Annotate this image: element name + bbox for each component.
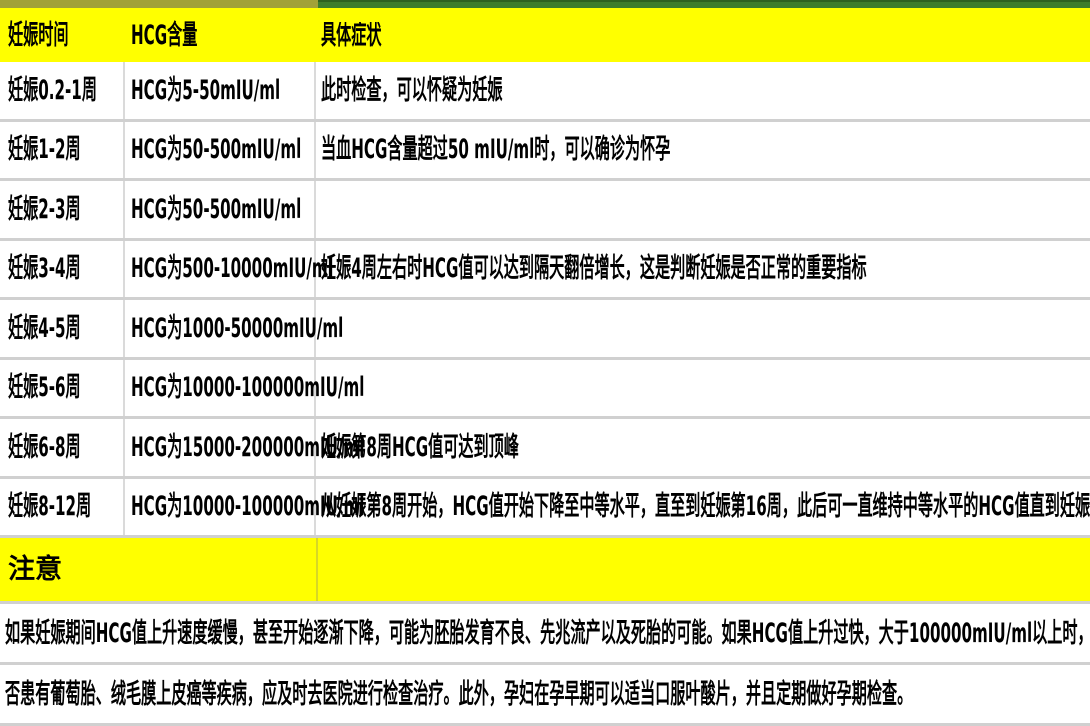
table-row: 妊娠2-3周 HCG为50-500mIU/ml: [0, 181, 1090, 241]
cell-symptom: 妊娠4周左右时HCG值可以达到隔天翻倍增长，这是判断妊娠是否正常的重要指标: [316, 241, 1090, 298]
header-cell-symptom: 具体症状: [316, 22, 1090, 49]
note-line-1: 如果妊娠期间HCG值上升速度缓慢，甚至开始逐渐下降，可能为胚胎发育不良、先兆流产…: [0, 604, 1090, 665]
time-text: 妊娠4-5周: [8, 312, 81, 344]
header-symptom-label: 具体症状: [321, 21, 382, 49]
notice-grid-line: [316, 538, 318, 601]
time-text: 妊娠1-2周: [8, 134, 81, 166]
hcg-text: HCG为5-50mIU/ml: [131, 74, 281, 106]
note-text-2: 否患有葡萄胎、绒毛膜上皮癌等疾病，应及时去医院进行检查治疗。此外，孕妇在孕早期可…: [5, 678, 913, 710]
cell-time: 妊娠8-12周: [0, 478, 125, 535]
table-row: 妊娠3-4周 HCG为500-10000mIU/ml 妊娠4周左右时HCG值可以…: [0, 240, 1090, 300]
note-text-1: 如果妊娠期间HCG值上升速度缓慢，甚至开始逐渐下降，可能为胚胎发育不良、先兆流产…: [5, 617, 1090, 649]
time-text: 妊娠8-12周: [8, 491, 92, 523]
table-row: 妊娠8-12周 HCG为10000-100000mIU/ml 从妊娠第8周开始，…: [0, 478, 1090, 538]
cell-time: 妊娠1-2周: [0, 121, 125, 178]
cell-hcg: HCG为15000-200000mIU/ml: [125, 419, 364, 476]
time-text: 妊娠0.2-1周: [8, 74, 97, 106]
table-row: 妊娠0.2-1周 HCG为5-50mIU/ml 此时检查，可以怀疑为妊娠: [0, 62, 1090, 122]
top-strip-left-segment: [0, 0, 318, 8]
table-header-row: 妊娠时间 HCG含量 具体症状: [0, 8, 1090, 62]
hcg-text: HCG为10000-100000mIU/ml: [131, 491, 365, 523]
cell-symptom: 从妊娠第8周开始，HCG值开始下降至中等水平，直至到妊娠第16周，此后可一直维持…: [316, 479, 1090, 536]
symptom-text: 当血HCG含量超过50 mIU/ml时，可以确诊为怀孕: [321, 134, 671, 166]
header-time-label: 妊娠时间: [8, 19, 69, 51]
notice-row: 注意: [0, 538, 1090, 604]
header-hcg-label: HCG含量: [131, 19, 198, 51]
notice-label: 注意: [8, 554, 62, 585]
cell-time: 妊娠5-6周: [0, 359, 125, 416]
hcg-text: HCG为10000-100000mIU/ml: [131, 372, 365, 404]
cell-hcg: HCG为5-50mIU/ml: [125, 62, 316, 119]
cell-time: 妊娠0.2-1周: [0, 62, 125, 119]
time-text: 妊娠2-3周: [8, 193, 81, 225]
cell-time: 妊娠4-5周: [0, 300, 125, 357]
hcg-text: HCG为50-500mIU/ml: [131, 134, 302, 166]
top-strip: [0, 0, 1090, 8]
cell-hcg: HCG为10000-100000mIU/ml: [125, 478, 364, 535]
cell-hcg: HCG为50-500mIU/ml: [125, 121, 316, 178]
table-row: 妊娠6-8周 HCG为15000-200000mIU/ml 妊娠第8周HCG值可…: [0, 419, 1090, 479]
cell-symptom: 当血HCG含量超过50 mIU/ml时，可以确诊为怀孕: [316, 122, 1090, 179]
note-line-2: 否患有葡萄胎、绒毛膜上皮癌等疾病，应及时去医院进行检查治疗。此外，孕妇在孕早期可…: [0, 665, 1090, 726]
symptom-text: 从妊娠第8周开始，HCG值开始下降至中等水平，直至到妊娠第16周，此后可一直维持…: [321, 491, 1090, 523]
hcg-text: HCG为50-500mIU/ml: [131, 193, 302, 225]
cell-symptom: [316, 181, 1090, 238]
hcg-text: HCG为1000-50000mIU/ml: [131, 312, 344, 344]
table-row: 妊娠4-5周 HCG为1000-50000mIU/ml: [0, 300, 1090, 360]
cell-symptom: 妊娠第8周HCG值可达到顶峰: [316, 419, 1090, 476]
time-text: 妊娠5-6周: [8, 372, 81, 404]
cell-symptom: [316, 300, 1090, 357]
cell-symptom: [316, 360, 1090, 417]
hcg-text: HCG为15000-200000mIU/ml: [131, 431, 365, 463]
top-strip-right-segment: [318, 0, 1090, 8]
symptom-text: 妊娠第8周HCG值可达到顶峰: [321, 431, 519, 463]
symptom-text: 妊娠4周左右时HCG值可以达到隔天翻倍增长，这是判断妊娠是否正常的重要指标: [321, 253, 867, 285]
cell-hcg: HCG为500-10000mIU/ml: [125, 240, 333, 297]
notice-label-wrap: 注意: [0, 556, 62, 583]
hcg-text: HCG为500-10000mIU/ml: [131, 253, 333, 285]
cell-time: 妊娠3-4周: [0, 240, 125, 297]
header-cell-hcg: HCG含量: [125, 22, 316, 49]
table-row: 妊娠5-6周 HCG为10000-100000mIU/ml: [0, 359, 1090, 419]
cell-symptom: 此时检查，可以怀疑为妊娠: [316, 62, 1090, 119]
cell-time: 妊娠6-8周: [0, 419, 125, 476]
time-text: 妊娠6-8周: [8, 431, 81, 463]
cell-hcg: HCG为50-500mIU/ml: [125, 181, 316, 238]
symptom-text: 此时检查，可以怀疑为妊娠: [321, 74, 503, 106]
cell-hcg: HCG为10000-100000mIU/ml: [125, 359, 364, 416]
time-text: 妊娠3-4周: [8, 253, 81, 285]
table-row: 妊娠1-2周 HCG为50-500mIU/ml 当血HCG含量超过50 mIU/…: [0, 121, 1090, 181]
cell-hcg: HCG为1000-50000mIU/ml: [125, 300, 343, 357]
cell-time: 妊娠2-3周: [0, 181, 125, 238]
header-cell-time: 妊娠时间: [0, 22, 125, 49]
